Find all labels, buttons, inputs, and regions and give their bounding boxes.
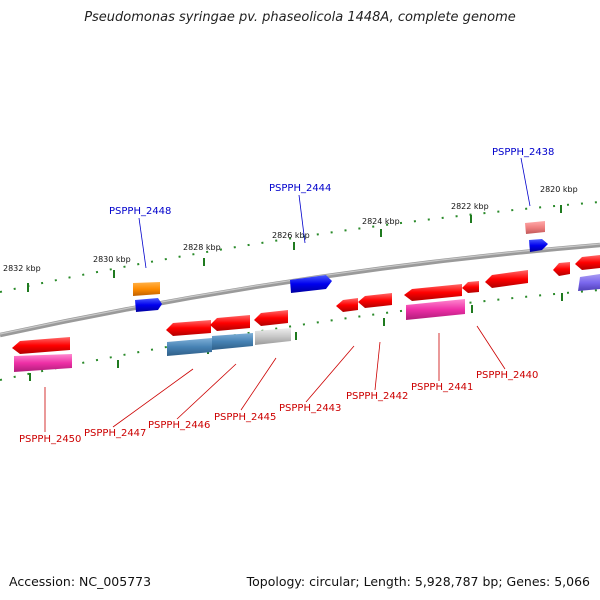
leader-line [305,345,355,403]
leader-line [374,341,381,391]
gene-label-reverse[interactable]: PSPPH_2441 [411,382,473,393]
gene-label-reverse[interactable]: PSPPH_2447 [84,428,146,439]
gene-reverse[interactable] [255,328,291,345]
gene-reverse[interactable] [212,333,253,350]
leader-line [112,368,194,428]
gene-reverse[interactable] [578,274,600,291]
gene-reverse[interactable] [210,315,250,331]
gene-label-reverse[interactable]: PSPPH_2440 [476,370,538,381]
gene-forward[interactable] [135,298,162,312]
gene-reverse[interactable] [14,354,72,372]
gene-forward[interactable] [133,282,160,296]
gene-reverse[interactable] [575,255,600,270]
gene-label-reverse[interactable]: PSPPH_2445 [214,412,276,423]
gene-forward[interactable] [525,221,545,234]
tick-label: 2826 kbp [272,231,310,240]
leader-line [298,194,306,244]
gene-reverse[interactable] [166,320,211,336]
gene-reverse[interactable] [462,281,479,293]
gene-label-forward[interactable]: PSPPH_2444 [269,183,331,194]
tick-label: 2824 kbp [362,217,400,226]
leader-line [520,157,531,207]
gene-forward[interactable] [529,239,548,252]
gene-reverse[interactable] [12,337,70,354]
tick-label: 2832 kbp [3,264,41,273]
leader-line [240,357,277,411]
outer-tick-ring [0,201,600,293]
tick-label: 2822 kbp [451,202,489,211]
tick-label: 2828 kbp [183,243,221,252]
genome-title: Pseudomonas syringae pv. phaseolicola 14… [84,10,516,25]
gene-reverse[interactable] [404,284,462,301]
gene-label-reverse[interactable]: PSPPH_2446 [148,420,210,431]
leader-line [138,217,147,269]
inner-tick-ring [0,289,600,381]
gene-reverse[interactable] [254,310,288,326]
gene-label-forward[interactable]: PSPPH_2438 [492,147,554,158]
tick-label: 2820 kbp [540,185,578,194]
gene-label-forward[interactable]: PSPPH_2448 [109,206,171,217]
gene-reverse[interactable] [336,298,358,312]
gene-reverse[interactable] [167,338,212,356]
gene-label-reverse[interactable]: PSPPH_2442 [346,391,408,402]
gene-forward[interactable] [290,275,332,293]
leader-line [176,363,237,420]
leader-line [476,325,506,370]
gene-reverse[interactable] [406,299,465,320]
topology-text: Topology: circular; Length: 5,928,787 bp… [246,574,590,589]
gene-reverse[interactable] [358,293,392,308]
gene-reverse[interactable] [553,262,570,276]
tick-label: 2830 kbp [93,255,131,264]
gene-label-reverse[interactable]: PSPPH_2450 [19,434,81,445]
accession-text: Accession: NC_005773 [9,574,152,589]
gene-label-reverse[interactable]: PSPPH_2443 [279,403,341,414]
gene-reverse[interactable] [485,270,528,288]
